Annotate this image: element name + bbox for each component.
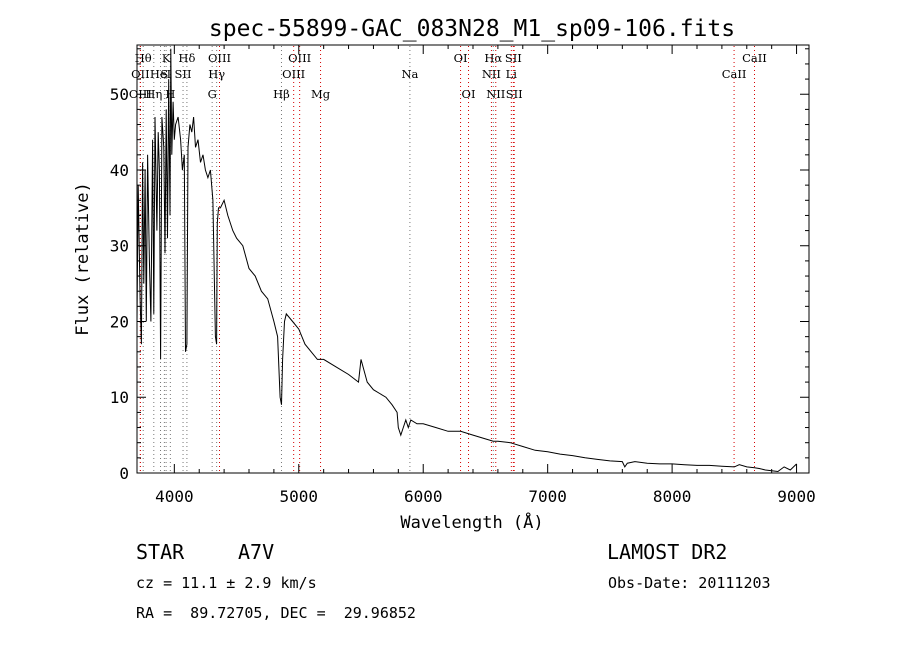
y-tick-label: 0 bbox=[119, 464, 129, 483]
plot-frame bbox=[136, 44, 810, 474]
x-tick-label: 5000 bbox=[280, 487, 319, 506]
axes: 4000 5000 6000 7000 8000 9000 0 10 20 30 40 50 bbox=[110, 45, 816, 506]
line-label: K bbox=[162, 51, 171, 65]
x-tick-label: 8000 bbox=[653, 487, 692, 506]
line-label: Li bbox=[506, 67, 518, 81]
line-label: OI bbox=[462, 87, 476, 101]
line-label: Hα bbox=[484, 51, 502, 65]
line-label: Hβ bbox=[273, 87, 290, 101]
x-tick-label: 7000 bbox=[528, 487, 567, 506]
x-axis-label: Wavelength (Å) bbox=[400, 511, 543, 533]
line-label: SII bbox=[505, 51, 522, 65]
line-label: OIII bbox=[282, 67, 305, 81]
line-label: S bbox=[160, 67, 168, 81]
coordinates: RA = 89.72705, DEC = 29.96852 bbox=[136, 604, 416, 622]
line-label: NII bbox=[482, 67, 501, 81]
line-label: Hη bbox=[145, 87, 162, 101]
line-label: CaII bbox=[742, 51, 767, 65]
y-tick-label: 30 bbox=[110, 237, 129, 256]
observation-date: Obs-Date: 20111203 bbox=[608, 574, 771, 592]
object-type: STAR bbox=[136, 540, 185, 564]
line-label: Mg bbox=[311, 87, 331, 101]
line-label: Hγ bbox=[208, 67, 225, 81]
line-label: OI bbox=[454, 51, 468, 65]
line-label: Na bbox=[401, 67, 418, 81]
y-tick-label: 40 bbox=[110, 161, 129, 180]
chart-title: spec-55899-GAC_083N28_M1_sp09-106.fits bbox=[209, 16, 735, 42]
line-label: Hθ bbox=[135, 51, 152, 65]
line-label: SII bbox=[506, 87, 523, 101]
y-tick-label: 10 bbox=[110, 388, 129, 407]
line-label: NII bbox=[486, 87, 505, 101]
line-label: CaII bbox=[722, 67, 747, 81]
spectral-subclass: A7V bbox=[238, 540, 275, 564]
y-tick-label: 50 bbox=[110, 85, 129, 104]
x-tick-label: 4000 bbox=[155, 487, 194, 506]
y-axis-label: Flux (relative) bbox=[73, 182, 93, 336]
line-label: SII bbox=[175, 67, 192, 81]
survey-name: LAMOST DR2 bbox=[607, 540, 728, 564]
line-label: OIII bbox=[288, 51, 311, 65]
line-label: G bbox=[208, 87, 217, 101]
redshift-velocity: cz = 11.1 ± 2.9 km/s bbox=[136, 574, 317, 592]
x-tick-label: 9000 bbox=[777, 487, 816, 506]
line-label: Hδ bbox=[178, 51, 195, 65]
x-tick-label: 6000 bbox=[404, 487, 443, 506]
line-label: OIII bbox=[208, 51, 231, 65]
spectrum-line bbox=[136, 48, 797, 473]
y-tick-label: 20 bbox=[110, 312, 129, 331]
